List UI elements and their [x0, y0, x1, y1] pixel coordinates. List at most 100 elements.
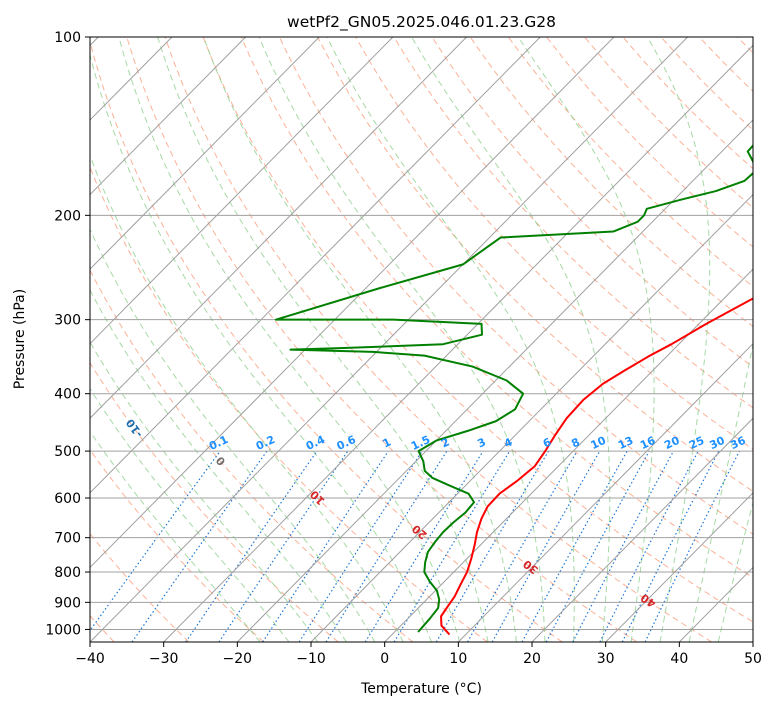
dry-adiabat-line [355, 37, 753, 450]
dry-adiabat-line [202, 37, 753, 623]
moist-adiabats [90, 37, 753, 642]
y-axis: 100 200 300 400 500 600 700 800 900 1000 [45, 30, 90, 638]
y-tick-label: 1000 [45, 622, 81, 638]
dry-adiabat-line [240, 37, 753, 579]
moist-adiabat-line [326, 37, 575, 642]
x-axis-label: Temperature (°C) [360, 681, 482, 697]
isotherm-line [531, 417, 753, 642]
dry-adiabat-line [90, 361, 339, 642]
x-tick-label: −30 [149, 651, 179, 667]
dry-adiabat-line [90, 40, 563, 642]
y-tick-label: 400 [54, 387, 81, 403]
x-axis: −40 −30 −20 −10 0 10 20 30 40 50 [75, 642, 762, 667]
moist-adiabat-line [258, 37, 546, 642]
isotherm-line [90, 37, 467, 419]
y-tick-label: 200 [54, 208, 81, 224]
dry-adiabat-line [90, 165, 488, 642]
mixing-ratio-label: 10 [589, 434, 609, 452]
mixing-ratio-line [298, 450, 423, 642]
y-tick-label: 800 [54, 565, 81, 581]
mixing-ratio-label: 25 [687, 434, 706, 452]
isotherm-line [236, 119, 753, 642]
x-tick-label: 30 [597, 651, 615, 667]
y-tick-label: 500 [54, 444, 81, 460]
moist-adiabat-line [90, 154, 404, 642]
y-tick-label: 600 [54, 491, 81, 507]
mixing-ratio-line [325, 450, 448, 642]
moist-adiabat-line [203, 37, 517, 642]
dewpoint-profile-line [274, 144, 753, 633]
dry-adiabat-line [164, 37, 712, 642]
plot-frame [89, 36, 754, 643]
mixing-ratio-line [185, 450, 318, 642]
isotherm-line [90, 37, 541, 494]
y-tick-label: 900 [54, 595, 81, 611]
dry-adiabat-line [431, 37, 753, 368]
y-tick-label: 700 [54, 531, 81, 547]
moist-adiabat-line [411, 37, 611, 642]
chart-title: wetPf2_GN05.2025.046.01.23.G28 [287, 13, 556, 32]
x-tick-label: 0 [380, 651, 389, 667]
mixing-ratio-line [262, 450, 389, 642]
moist-adiabat-line [90, 341, 319, 642]
dry-adiabat-line [90, 449, 264, 642]
x-tick-label: −40 [75, 651, 105, 667]
x-tick-label: 10 [449, 651, 467, 667]
mixing-ratio-label: 30 [708, 434, 728, 452]
isotherm-line [90, 37, 320, 270]
isotherm-line [457, 342, 753, 642]
mixing-ratio-line [621, 450, 720, 642]
dry-adiabat-line [126, 37, 638, 642]
mixing-ratio-label: 16 [638, 434, 658, 452]
y-tick-label: 100 [54, 30, 81, 46]
mixing-ratio-label: 13 [616, 434, 635, 452]
x-tick-label: 20 [523, 651, 541, 667]
mixing-ratio-line [545, 450, 650, 642]
profile-series [274, 144, 753, 636]
isotherm-line [90, 37, 688, 642]
moist-adiabat-line [646, 37, 711, 642]
moist-adiabat-line [90, 228, 376, 642]
mixing-ratio-label: 36 [728, 434, 748, 452]
mixing-ratio-line [364, 450, 484, 642]
isotherms [90, 37, 753, 642]
moist-adiabat-line [90, 288, 347, 642]
mixing-ratio-line [644, 450, 741, 642]
x-tick-label: 50 [744, 651, 762, 667]
x-tick-label: 40 [670, 651, 688, 667]
mixing-ratio-line [393, 450, 511, 642]
mixing-ratio-line [218, 450, 349, 642]
moist-adiabat-line [157, 37, 489, 642]
mixing-ratio-line [90, 450, 221, 632]
isotherm-line [90, 37, 394, 345]
isobars [90, 37, 753, 630]
dry-adiabat-line [317, 37, 753, 492]
isotherm-line [90, 37, 615, 569]
moist-adiabat-line [90, 430, 261, 642]
moist-adiabat-line [688, 341, 753, 642]
temperature-profile-line [440, 297, 753, 636]
isotherm-line [90, 37, 246, 196]
moist-adiabat-line [717, 500, 753, 642]
mixing-ratio-label: 20 [662, 434, 682, 452]
moist-adiabat-line [90, 387, 290, 642]
dry-adiabat-line [90, 269, 414, 642]
dry-adiabat-line [393, 37, 753, 409]
dry-adiabat-line [507, 37, 753, 288]
moist-adiabat-line [90, 53, 432, 642]
plot-area: -100-90-80-70-60-50-40-30-20-10010203040… [90, 37, 753, 642]
isotherm-line [605, 492, 753, 642]
moist-adiabat-line [118, 37, 461, 642]
x-tick-label: −20 [223, 651, 253, 667]
y-axis-label: Pressure (hPa) [12, 289, 28, 389]
y-tick-label: 300 [54, 313, 81, 329]
moist-adiabat-line [517, 37, 655, 642]
dry-adiabat-line [469, 37, 753, 328]
isotherm-line [310, 193, 753, 642]
isotherm-line [384, 268, 753, 642]
mixing-ratio-line [521, 450, 628, 642]
mixing-ratio-lines [90, 450, 741, 642]
x-tick-label: −10 [296, 651, 326, 667]
